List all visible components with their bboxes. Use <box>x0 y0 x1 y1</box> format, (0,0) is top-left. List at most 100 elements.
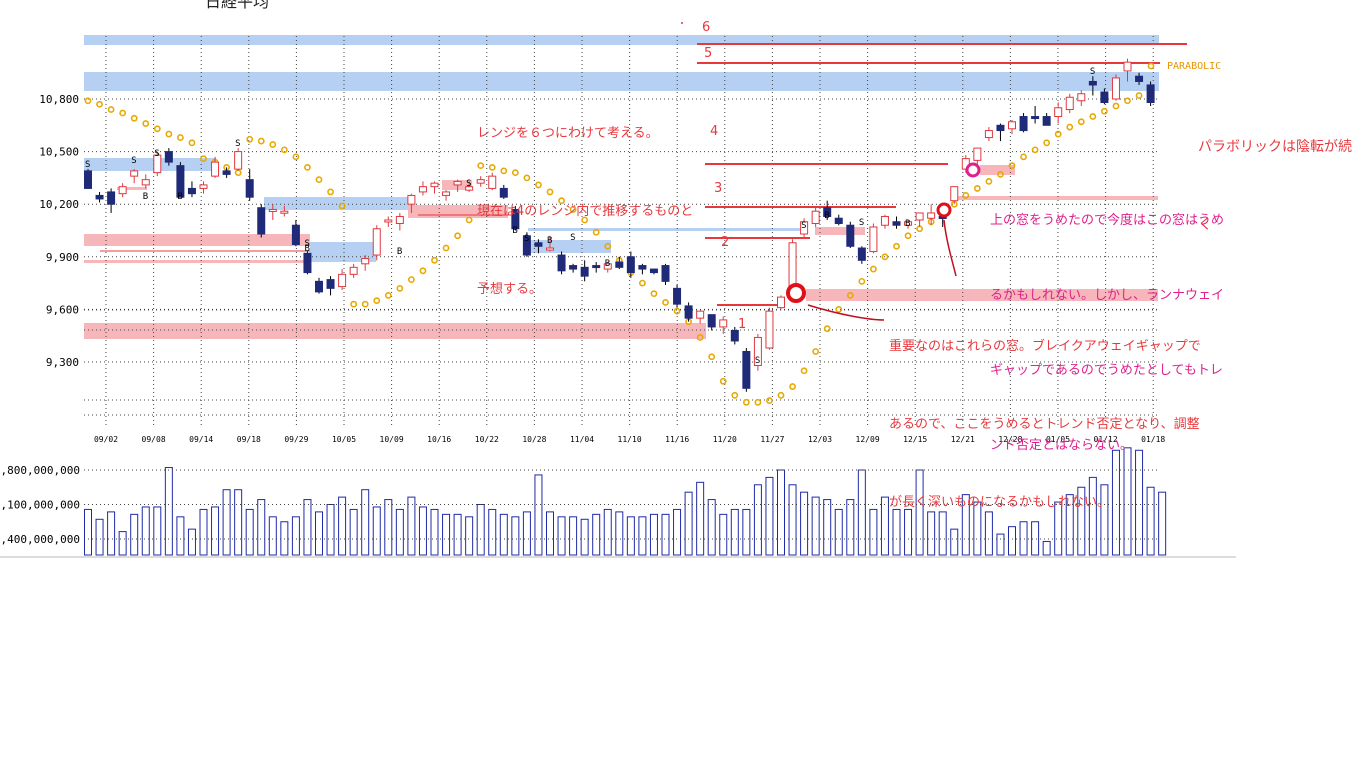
sar-dot <box>96 100 103 108</box>
gap-band <box>84 260 310 263</box>
volume-bar <box>1146 486 1155 556</box>
candle-body <box>465 186 474 191</box>
volume-bars <box>0 447 1236 558</box>
volume-bar <box>592 513 601 556</box>
candle-body <box>927 212 936 219</box>
candle-body <box>857 247 866 261</box>
gap-band <box>980 165 1015 175</box>
range-number-2: 2 <box>721 235 730 250</box>
sar-dot <box>997 170 1004 178</box>
volume-bar <box>557 516 566 556</box>
signal-label-sell: S <box>235 139 240 149</box>
volume-bar <box>938 511 947 556</box>
candle-body <box>892 221 901 226</box>
candle-body <box>673 287 682 305</box>
candle-body <box>211 161 220 177</box>
volume-bar <box>95 518 104 556</box>
candle-body <box>234 151 243 170</box>
volume-bar <box>1135 449 1144 556</box>
sar-dot <box>280 146 288 154</box>
candle-body <box>522 235 531 256</box>
sar-dot <box>488 163 496 171</box>
range-number-4: 4 <box>710 124 719 139</box>
candle-body <box>1123 61 1132 72</box>
candle-body <box>107 191 116 205</box>
sar-dot <box>870 265 877 273</box>
sar-dot <box>708 353 716 361</box>
sar-dot <box>754 398 762 406</box>
callout-line <box>807 304 885 321</box>
sar-dot <box>904 232 912 240</box>
y-axis-ticks: 10,800 10,500 10,200 9,900 9,600 9,300 <box>39 93 79 369</box>
sar-dot <box>107 106 115 113</box>
candle-body <box>95 194 104 200</box>
sar-note-line: パラボリックは陰転が続 <box>1198 139 1352 155</box>
y-tick-label: 9,300 <box>46 356 79 369</box>
x-tick-label: 10/16 <box>427 435 451 444</box>
candle-body <box>811 210 820 224</box>
candle-body <box>569 265 578 270</box>
candle-body <box>1008 121 1016 130</box>
range-note: レンジを６つにわけて考える。 現在は4のレンジ内で推移するものと 予想する。 <box>477 69 693 329</box>
annotation-marks <box>681 22 981 321</box>
candle-body <box>476 179 485 184</box>
candle-body <box>326 279 335 289</box>
volume-bar <box>742 508 751 556</box>
sar-dot <box>835 305 843 313</box>
sar-dot <box>142 120 150 127</box>
candle-body <box>349 266 358 275</box>
x-tick-label: 09/02 <box>94 435 118 444</box>
sar-dot <box>800 367 808 375</box>
volume-bar <box>615 511 624 556</box>
sar-dot <box>592 228 600 236</box>
volume-bar <box>164 467 173 556</box>
sar-dot <box>350 300 358 308</box>
y-tick-label: 9,600 <box>46 303 79 316</box>
range-note-line: 現在は4のレンジ内で推移するものと <box>477 204 694 219</box>
volume-bar <box>649 513 658 556</box>
candle-body <box>187 187 196 195</box>
candle-body <box>869 226 878 253</box>
candle-body <box>788 242 797 289</box>
candle-body <box>176 165 185 198</box>
x-tick-label: 09/14 <box>189 435 213 444</box>
candle-body <box>546 247 554 251</box>
candle-body <box>430 182 439 188</box>
volume-bar <box>765 476 774 556</box>
signal-label-sell: S <box>304 239 309 249</box>
volume-bar <box>315 511 323 556</box>
candle-body <box>280 210 289 214</box>
sar-dot <box>407 276 415 283</box>
candle-body <box>777 296 785 309</box>
volume-bar <box>1111 449 1120 556</box>
candle-body <box>407 194 416 205</box>
x-tick-label: 09/18 <box>237 435 261 444</box>
runaway-gap-marker <box>936 202 952 218</box>
volume-bar <box>1088 476 1097 556</box>
volume-bar <box>395 508 404 556</box>
sar-dot <box>569 206 577 213</box>
candle-body <box>684 305 693 319</box>
sar-dot <box>396 284 404 292</box>
gap-band <box>84 72 1159 91</box>
signal-label-sell: S <box>131 156 136 166</box>
candle-body <box>1135 75 1144 82</box>
gap-band <box>84 35 1159 45</box>
volume-bar <box>753 484 762 556</box>
x-tick-label: 12/21 <box>951 435 975 444</box>
volume-bar <box>534 474 543 556</box>
volume-bar <box>499 513 508 556</box>
candle-body <box>580 266 589 277</box>
volume-bar <box>1008 526 1016 556</box>
volume-bar <box>245 508 254 556</box>
signal-label-sell: S <box>755 356 760 366</box>
sar-dot <box>419 267 427 275</box>
candle-body <box>153 154 162 174</box>
signal-label-sell: S <box>1090 67 1095 77</box>
sar-dot <box>1054 130 1062 138</box>
gap-band <box>806 289 1158 301</box>
x-tick-label: 11/04 <box>570 435 594 444</box>
sar-dot <box>373 297 381 305</box>
dot-mark <box>681 22 683 24</box>
sar-dot <box>766 397 773 404</box>
